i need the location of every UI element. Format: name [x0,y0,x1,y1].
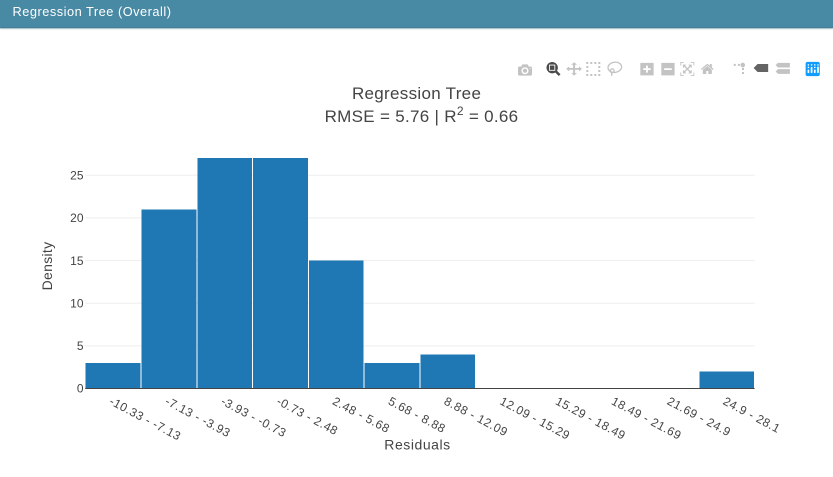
svg-text:Residuals: Residuals [384,437,450,453]
svg-text:20: 20 [70,211,84,225]
svg-text:5.68 - 8.88: 5.68 - 8.88 [386,394,448,436]
svg-text:Density: Density [39,242,55,291]
svg-text:2.48 - 5.68: 2.48 - 5.68 [330,394,392,436]
svg-text:RMSE = 5.76 | R2 = 0.66: RMSE = 5.76 | R2 = 0.66 [325,104,519,126]
svg-text:25: 25 [70,169,84,183]
svg-text:5: 5 [77,339,84,353]
svg-text:10: 10 [70,296,84,310]
svg-text:15: 15 [70,254,84,268]
svg-text:0: 0 [77,382,84,396]
svg-text:Regression Tree: Regression Tree [352,84,481,103]
